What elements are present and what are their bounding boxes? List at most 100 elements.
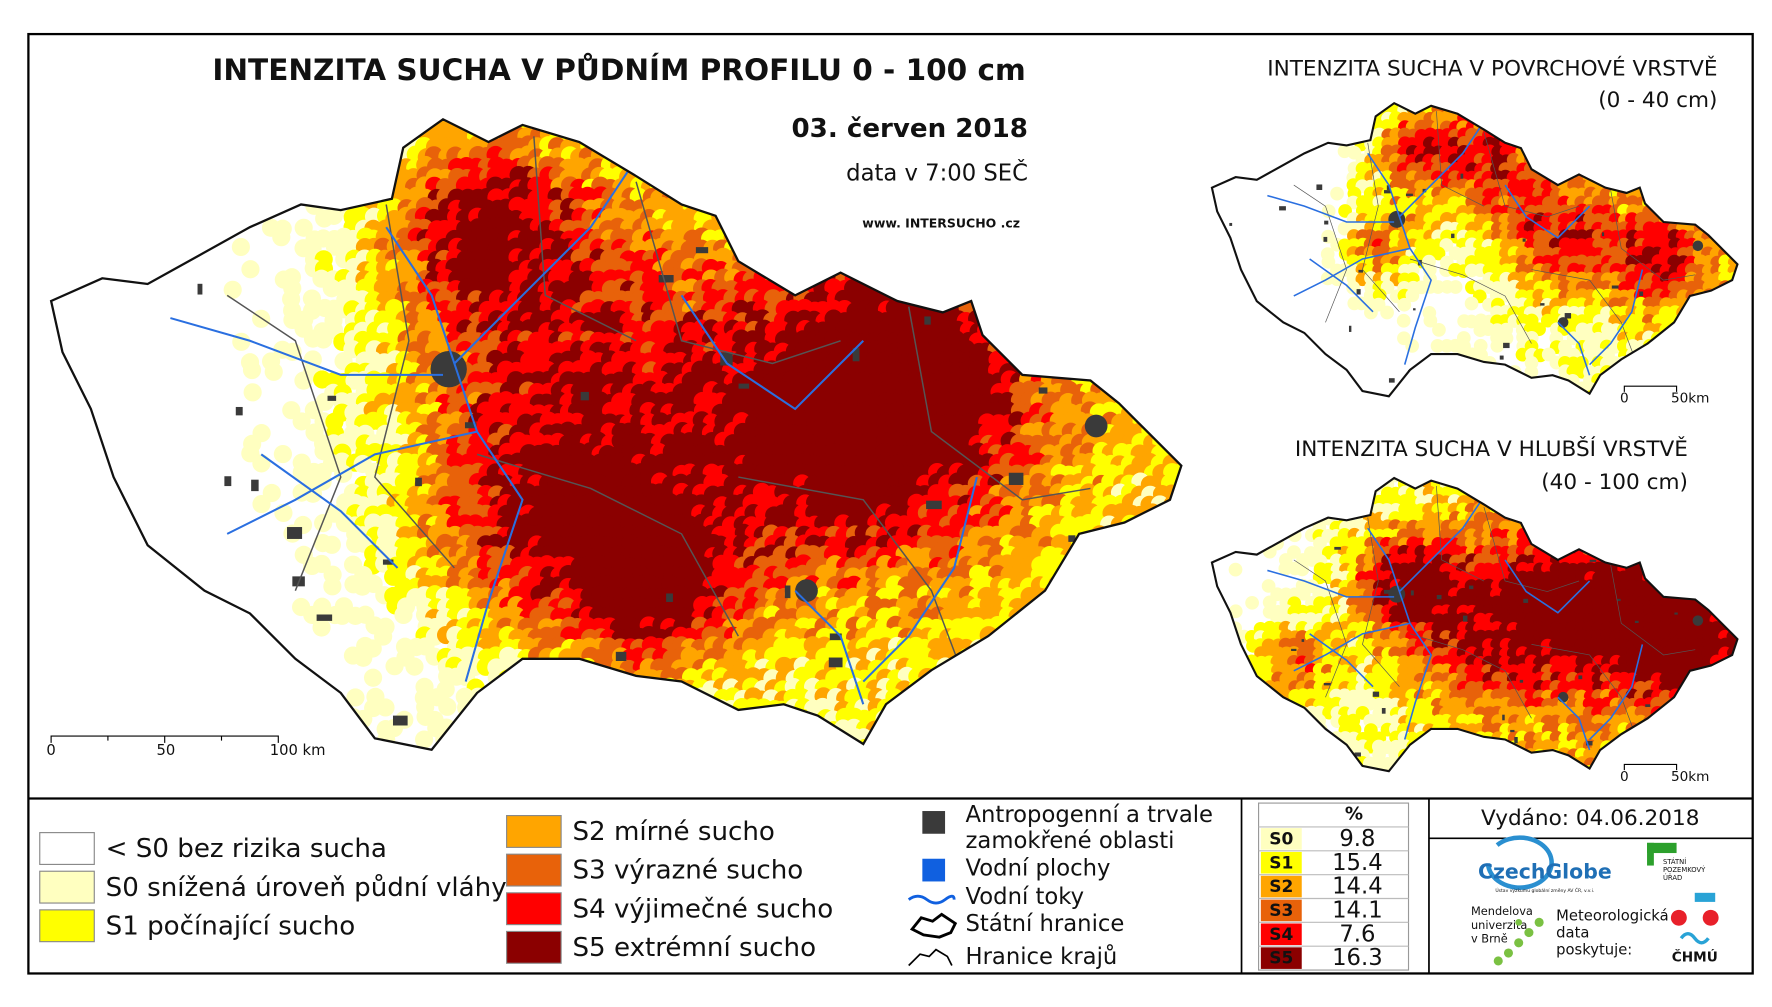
drought-cell <box>989 270 1007 288</box>
drought-cell <box>1122 638 1140 656</box>
drought-cell <box>662 719 680 737</box>
drought-cell <box>1143 700 1161 718</box>
drought-cell <box>265 363 283 381</box>
drought-cell <box>765 138 783 156</box>
drought-cell <box>1060 679 1078 697</box>
drought-cell <box>1152 311 1170 329</box>
drought-cell <box>1113 311 1131 329</box>
drought-cell <box>774 147 792 165</box>
drought-cell <box>1154 207 1172 225</box>
drought-cell <box>1029 261 1047 279</box>
drought-cell <box>927 291 945 309</box>
drought-cell <box>1070 261 1088 279</box>
drought-cell <box>632 700 650 718</box>
drought-cell <box>1011 659 1029 677</box>
drought-cell <box>988 638 1006 656</box>
drought-cell <box>559 668 577 686</box>
drought-cell <box>579 690 597 708</box>
drought-cell <box>1133 597 1151 615</box>
drought-cell <box>1144 371 1162 389</box>
drought-cell <box>529 657 547 675</box>
drought-cell <box>1164 657 1182 675</box>
drought-cell <box>1131 300 1149 318</box>
drought-cell <box>908 187 926 205</box>
drought-cell <box>1164 240 1182 258</box>
drought-cell <box>1101 198 1119 216</box>
drought-cell <box>1123 391 1141 409</box>
drought-cell <box>1089 342 1107 360</box>
drought-cell <box>827 198 845 216</box>
drought-cell <box>908 280 926 298</box>
drought-cell <box>1060 629 1078 647</box>
drought-cell <box>742 178 760 196</box>
drought-cell <box>601 687 619 705</box>
drought-cell <box>479 106 497 124</box>
drought-cell <box>1100 649 1118 667</box>
drought-cell <box>1039 598 1057 616</box>
drought-cell <box>303 187 321 205</box>
drought-cell <box>1081 638 1099 656</box>
drought-cell <box>989 281 1007 299</box>
drought-cell <box>1011 187 1029 205</box>
drought-cell <box>1163 158 1181 176</box>
drought-cell <box>916 198 934 216</box>
drought-cell <box>568 678 586 696</box>
drought-cell <box>1101 353 1119 371</box>
drought-cell <box>579 670 597 688</box>
drought-cell <box>1092 361 1110 379</box>
drought-cell <box>560 719 578 737</box>
drought-cell <box>1101 210 1119 228</box>
drought-cell <box>1082 578 1100 596</box>
drought-cell <box>640 147 658 165</box>
drought-cell <box>1019 189 1037 207</box>
drought-cell <box>1154 126 1172 144</box>
drought-cell <box>866 189 884 207</box>
drought-cell <box>898 228 916 246</box>
drought-cell <box>387 107 405 125</box>
drought-cell <box>1162 394 1180 412</box>
drought-cell <box>1153 414 1171 432</box>
drought-cell <box>857 187 875 205</box>
drought-cell <box>1051 618 1069 636</box>
drought-cell <box>1173 556 1191 574</box>
drought-cell <box>989 629 1007 647</box>
drought-cell <box>999 188 1017 206</box>
drought-cell <box>620 126 638 144</box>
drought-cell <box>476 711 494 729</box>
drought-cell <box>1131 281 1149 299</box>
drought-cell <box>1082 106 1100 124</box>
drought-cell <box>1174 207 1192 225</box>
drought-cell <box>1100 301 1118 319</box>
drought-cell <box>978 691 996 709</box>
drought-cell <box>1110 128 1128 146</box>
drought-cell <box>815 146 833 164</box>
drought-cell <box>1100 341 1118 359</box>
drought-cell <box>1143 117 1161 135</box>
drought-cell <box>1102 670 1120 688</box>
drought-cell <box>979 289 997 307</box>
drought-cell <box>774 116 792 134</box>
drought-cell <box>947 229 965 247</box>
drought-cell <box>743 218 761 236</box>
drought-cell <box>673 136 691 154</box>
drought-cell <box>1172 659 1190 677</box>
drought-cell <box>908 690 926 708</box>
drought-cell <box>1000 709 1018 727</box>
drought-cell <box>661 167 679 185</box>
drought-cell <box>1021 299 1039 317</box>
drought-cell <box>551 689 569 707</box>
drought-cell <box>825 189 843 207</box>
drought-cell <box>857 259 875 277</box>
drought-cell <box>1000 311 1018 329</box>
drought-cell <box>1153 197 1171 215</box>
drought-cell <box>1020 220 1038 238</box>
drought-cell <box>1092 709 1110 727</box>
drought-cell <box>1080 136 1098 154</box>
drought-cell <box>918 270 936 288</box>
drought-cell <box>754 127 772 145</box>
drought-cell <box>1163 300 1181 318</box>
drought-cell <box>592 709 610 727</box>
drought-cell <box>570 105 588 123</box>
drought-cell <box>367 149 385 167</box>
drought-cell <box>622 687 640 705</box>
